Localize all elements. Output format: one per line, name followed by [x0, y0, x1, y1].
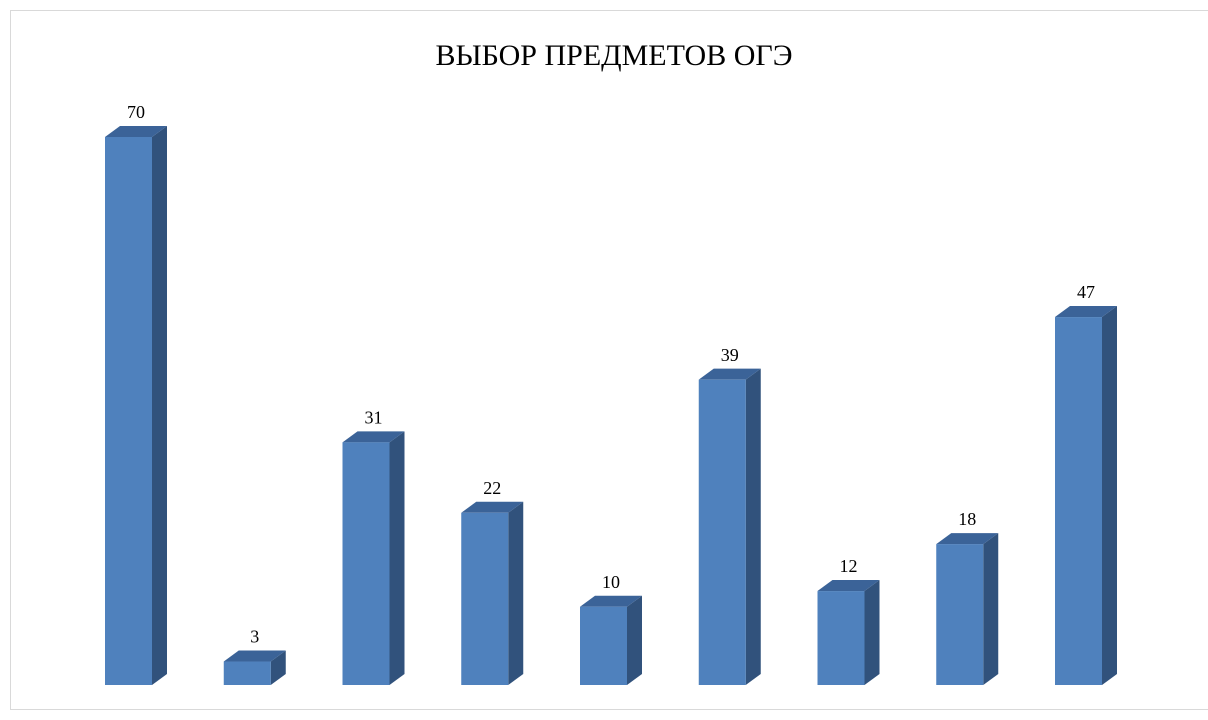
- data-label: 10: [602, 572, 620, 592]
- bar-top: [223, 650, 286, 662]
- bar: [105, 137, 152, 685]
- bar-top: [817, 580, 880, 592]
- data-label: 47: [1077, 282, 1095, 302]
- data-label: 70: [127, 102, 145, 122]
- bar: [223, 661, 271, 685]
- bar-side: [270, 650, 286, 685]
- data-label: 12: [840, 556, 858, 576]
- bar-top: [936, 533, 999, 545]
- bar-side: [1102, 306, 1117, 685]
- bar-top: [1055, 306, 1117, 318]
- bar-side: [508, 501, 524, 685]
- bar: [580, 606, 627, 685]
- data-label: 22: [483, 478, 501, 498]
- data-label: 39: [721, 345, 739, 365]
- bar-side: [983, 533, 999, 685]
- bar-side: [627, 595, 642, 685]
- bar: [698, 379, 746, 685]
- chart-border: [10, 10, 1208, 710]
- bar: [936, 544, 984, 685]
- data-label: 31: [365, 407, 383, 427]
- bar-side: [745, 368, 761, 685]
- data-label: 18: [958, 509, 976, 529]
- bar: [461, 512, 509, 685]
- bar-top: [698, 368, 761, 380]
- bar-top: [105, 126, 167, 137]
- bar-side: [864, 580, 880, 685]
- bar-top: [580, 595, 642, 607]
- bar-top: [461, 501, 524, 513]
- chart-title: ВЫБОР ПРЕДМЕТОВ ОГЭ: [435, 39, 792, 72]
- bar: [817, 591, 865, 685]
- bar-side: [389, 431, 405, 685]
- bar-top: [342, 431, 405, 443]
- bar: [1055, 317, 1102, 685]
- bar: [342, 442, 390, 685]
- data-label: 3: [250, 627, 259, 647]
- bar-side: [152, 126, 167, 685]
